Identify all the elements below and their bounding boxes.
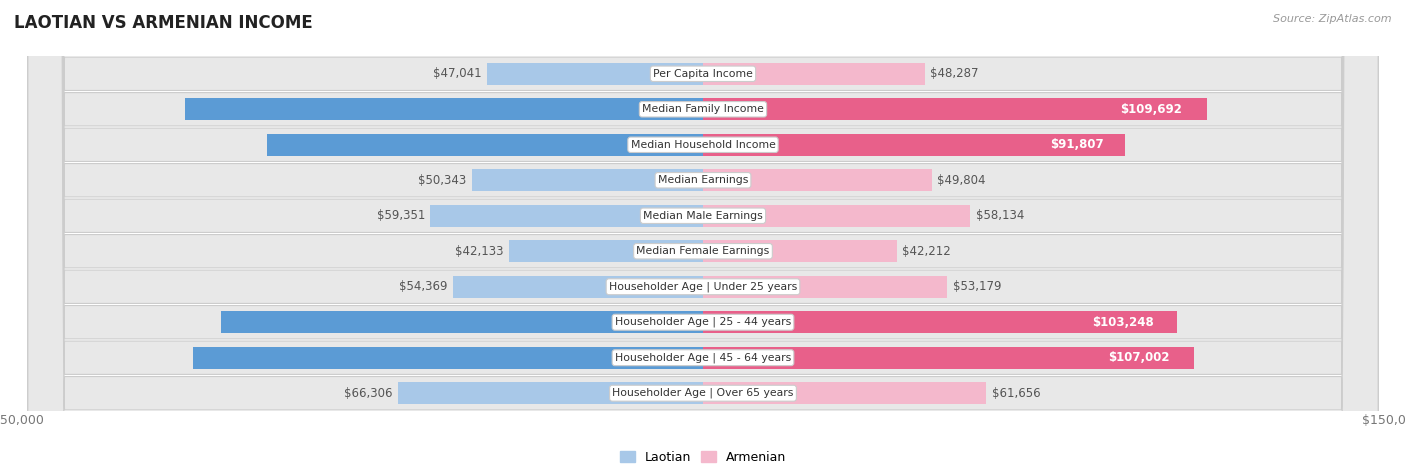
Legend: Laotian, Armenian: Laotian, Armenian: [614, 446, 792, 467]
Text: $59,351: $59,351: [377, 209, 425, 222]
Text: Per Capita Income: Per Capita Income: [652, 69, 754, 79]
Text: $111,051: $111,051: [678, 351, 740, 364]
Text: Median Male Earnings: Median Male Earnings: [643, 211, 763, 221]
Text: Median Earnings: Median Earnings: [658, 175, 748, 185]
Bar: [509, 240, 703, 262]
Bar: [703, 347, 1195, 369]
Bar: [267, 134, 703, 156]
Text: $50,343: $50,343: [418, 174, 467, 187]
Text: Householder Age | 25 - 44 years: Householder Age | 25 - 44 years: [614, 317, 792, 327]
FancyBboxPatch shape: [28, 0, 1378, 467]
Text: $48,287: $48,287: [931, 67, 979, 80]
Bar: [453, 276, 703, 298]
Text: $47,041: $47,041: [433, 67, 481, 80]
Bar: [703, 63, 925, 85]
Text: $104,993: $104,993: [679, 316, 741, 329]
Text: $53,179: $53,179: [953, 280, 1001, 293]
Text: Householder Age | Under 25 years: Householder Age | Under 25 years: [609, 282, 797, 292]
Text: $109,692: $109,692: [1119, 103, 1181, 116]
Text: Householder Age | 45 - 64 years: Householder Age | 45 - 64 years: [614, 353, 792, 363]
FancyBboxPatch shape: [28, 0, 1378, 467]
Bar: [221, 311, 703, 333]
Bar: [703, 134, 1125, 156]
Bar: [703, 276, 948, 298]
Text: Householder Age | Over 65 years: Householder Age | Over 65 years: [612, 388, 794, 398]
Text: Source: ZipAtlas.com: Source: ZipAtlas.com: [1274, 14, 1392, 24]
Text: $103,248: $103,248: [1091, 316, 1153, 329]
Bar: [703, 311, 1177, 333]
Text: $61,656: $61,656: [991, 387, 1040, 400]
Bar: [472, 169, 703, 191]
Text: $58,134: $58,134: [976, 209, 1024, 222]
FancyBboxPatch shape: [28, 0, 1378, 467]
Text: $112,859: $112,859: [678, 103, 740, 116]
Bar: [398, 382, 703, 404]
FancyBboxPatch shape: [28, 0, 1378, 467]
Bar: [184, 98, 703, 120]
Text: Median Female Earnings: Median Female Earnings: [637, 246, 769, 256]
Text: $107,002: $107,002: [1108, 351, 1170, 364]
Bar: [486, 63, 703, 85]
Text: Median Family Income: Median Family Income: [643, 104, 763, 114]
Text: Median Household Income: Median Household Income: [630, 140, 776, 150]
Bar: [703, 240, 897, 262]
FancyBboxPatch shape: [28, 0, 1378, 467]
FancyBboxPatch shape: [28, 0, 1378, 467]
Text: $42,212: $42,212: [903, 245, 950, 258]
Bar: [703, 382, 986, 404]
Bar: [703, 169, 932, 191]
Text: $66,306: $66,306: [344, 387, 392, 400]
Text: $42,133: $42,133: [456, 245, 503, 258]
Text: $49,804: $49,804: [938, 174, 986, 187]
Bar: [703, 205, 970, 227]
Bar: [703, 98, 1206, 120]
FancyBboxPatch shape: [28, 0, 1378, 467]
FancyBboxPatch shape: [28, 0, 1378, 467]
Text: $91,807: $91,807: [1050, 138, 1104, 151]
Bar: [193, 347, 703, 369]
Text: LAOTIAN VS ARMENIAN INCOME: LAOTIAN VS ARMENIAN INCOME: [14, 14, 312, 32]
FancyBboxPatch shape: [28, 0, 1378, 467]
Bar: [430, 205, 703, 227]
FancyBboxPatch shape: [28, 0, 1378, 467]
Text: $54,369: $54,369: [399, 280, 447, 293]
Text: $94,990: $94,990: [681, 138, 735, 151]
